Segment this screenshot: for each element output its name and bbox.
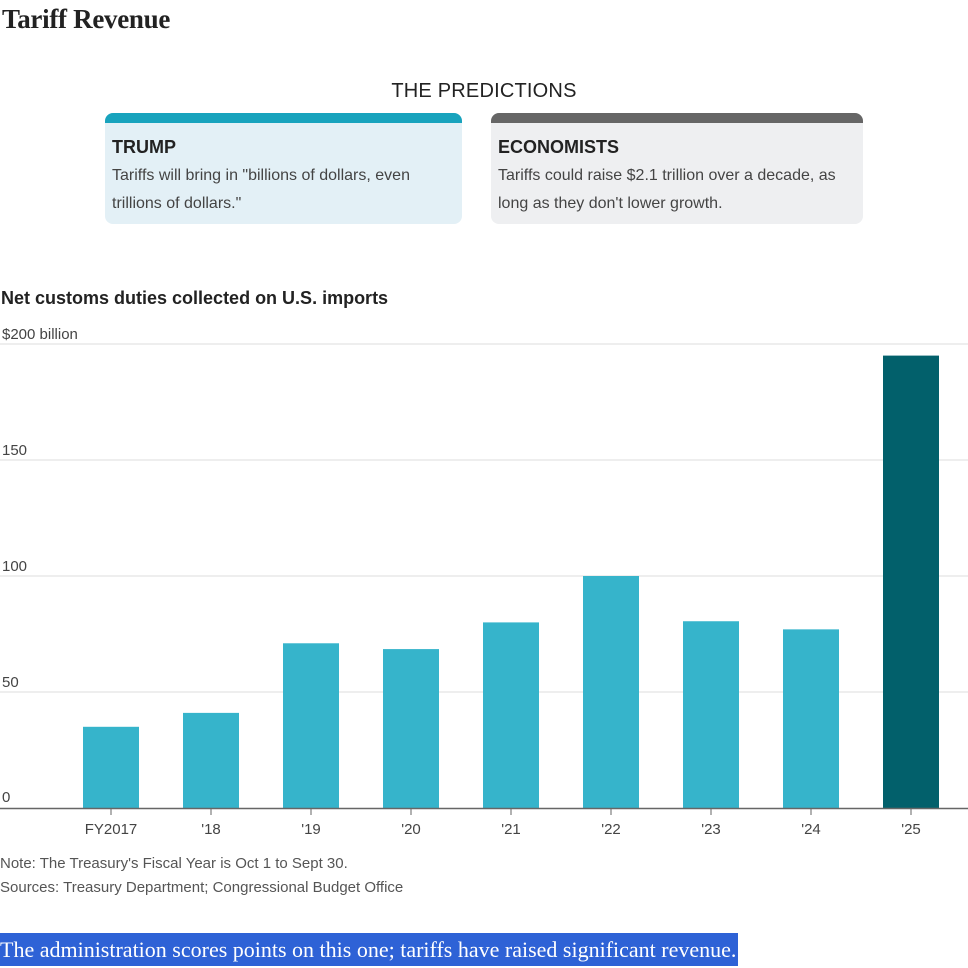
bar — [83, 726, 139, 808]
x-tick-label: '19 — [301, 821, 321, 838]
bar — [483, 622, 539, 808]
x-tick-label: '24 — [801, 821, 821, 838]
chart-title: Net customs duties collected on U.S. imp… — [1, 288, 389, 308]
page-title: Tariff Revenue — [2, 4, 171, 34]
x-tick-label: '22 — [601, 821, 621, 838]
trump-card-quote: Tariffs will bring in "billions of dolla… — [112, 167, 410, 212]
trump-prediction-card: TRUMP Tariffs will bring in "billions of… — [105, 113, 462, 224]
y-tick-label: 100 — [2, 558, 27, 575]
y-tick-label: $200 billion — [2, 326, 78, 343]
y-tick-label: 0 — [2, 789, 10, 806]
economists-card-name: ECONOMISTS — [498, 137, 620, 157]
bar — [283, 643, 339, 808]
economists-card-quote: Tariffs could raise $2.1 trillion over a… — [498, 167, 836, 212]
trump-card-name: TRUMP — [112, 137, 176, 157]
x-tick-label: '23 — [701, 821, 721, 838]
customs-duties-bar-chart: 0 50 100 150 $200 billion FY2017 '18 '19 '20 '21 '… — [0, 326, 968, 838]
bar — [783, 629, 839, 808]
chart-note: Note: The Treasury's Fiscal Year is Oct … — [0, 855, 348, 872]
economists-prediction-card: ECONOMISTS Tariffs could raise $2.1 tril… — [491, 113, 863, 224]
trump-card-accent-bar — [105, 113, 462, 123]
highlighted-caption: The administration scores points on this… — [0, 933, 739, 966]
x-tick-label: '20 — [401, 821, 421, 838]
x-tick-label: '25 — [901, 821, 921, 838]
x-tick-label: '18 — [201, 821, 221, 838]
bar — [883, 355, 939, 808]
x-tick-label: FY2017 — [85, 821, 138, 838]
bar — [683, 621, 739, 808]
y-tick-label: 50 — [2, 674, 19, 691]
bar — [183, 712, 239, 808]
chart-sources: Sources: Treasury Department; Congressio… — [0, 879, 404, 896]
bar — [383, 649, 439, 808]
predictions-heading: THE PREDICTIONS — [391, 80, 577, 102]
y-tick-label: 150 — [2, 442, 27, 459]
economists-card-accent-bar — [491, 113, 863, 123]
bar — [583, 576, 639, 808]
x-tick-label: '21 — [501, 821, 521, 838]
